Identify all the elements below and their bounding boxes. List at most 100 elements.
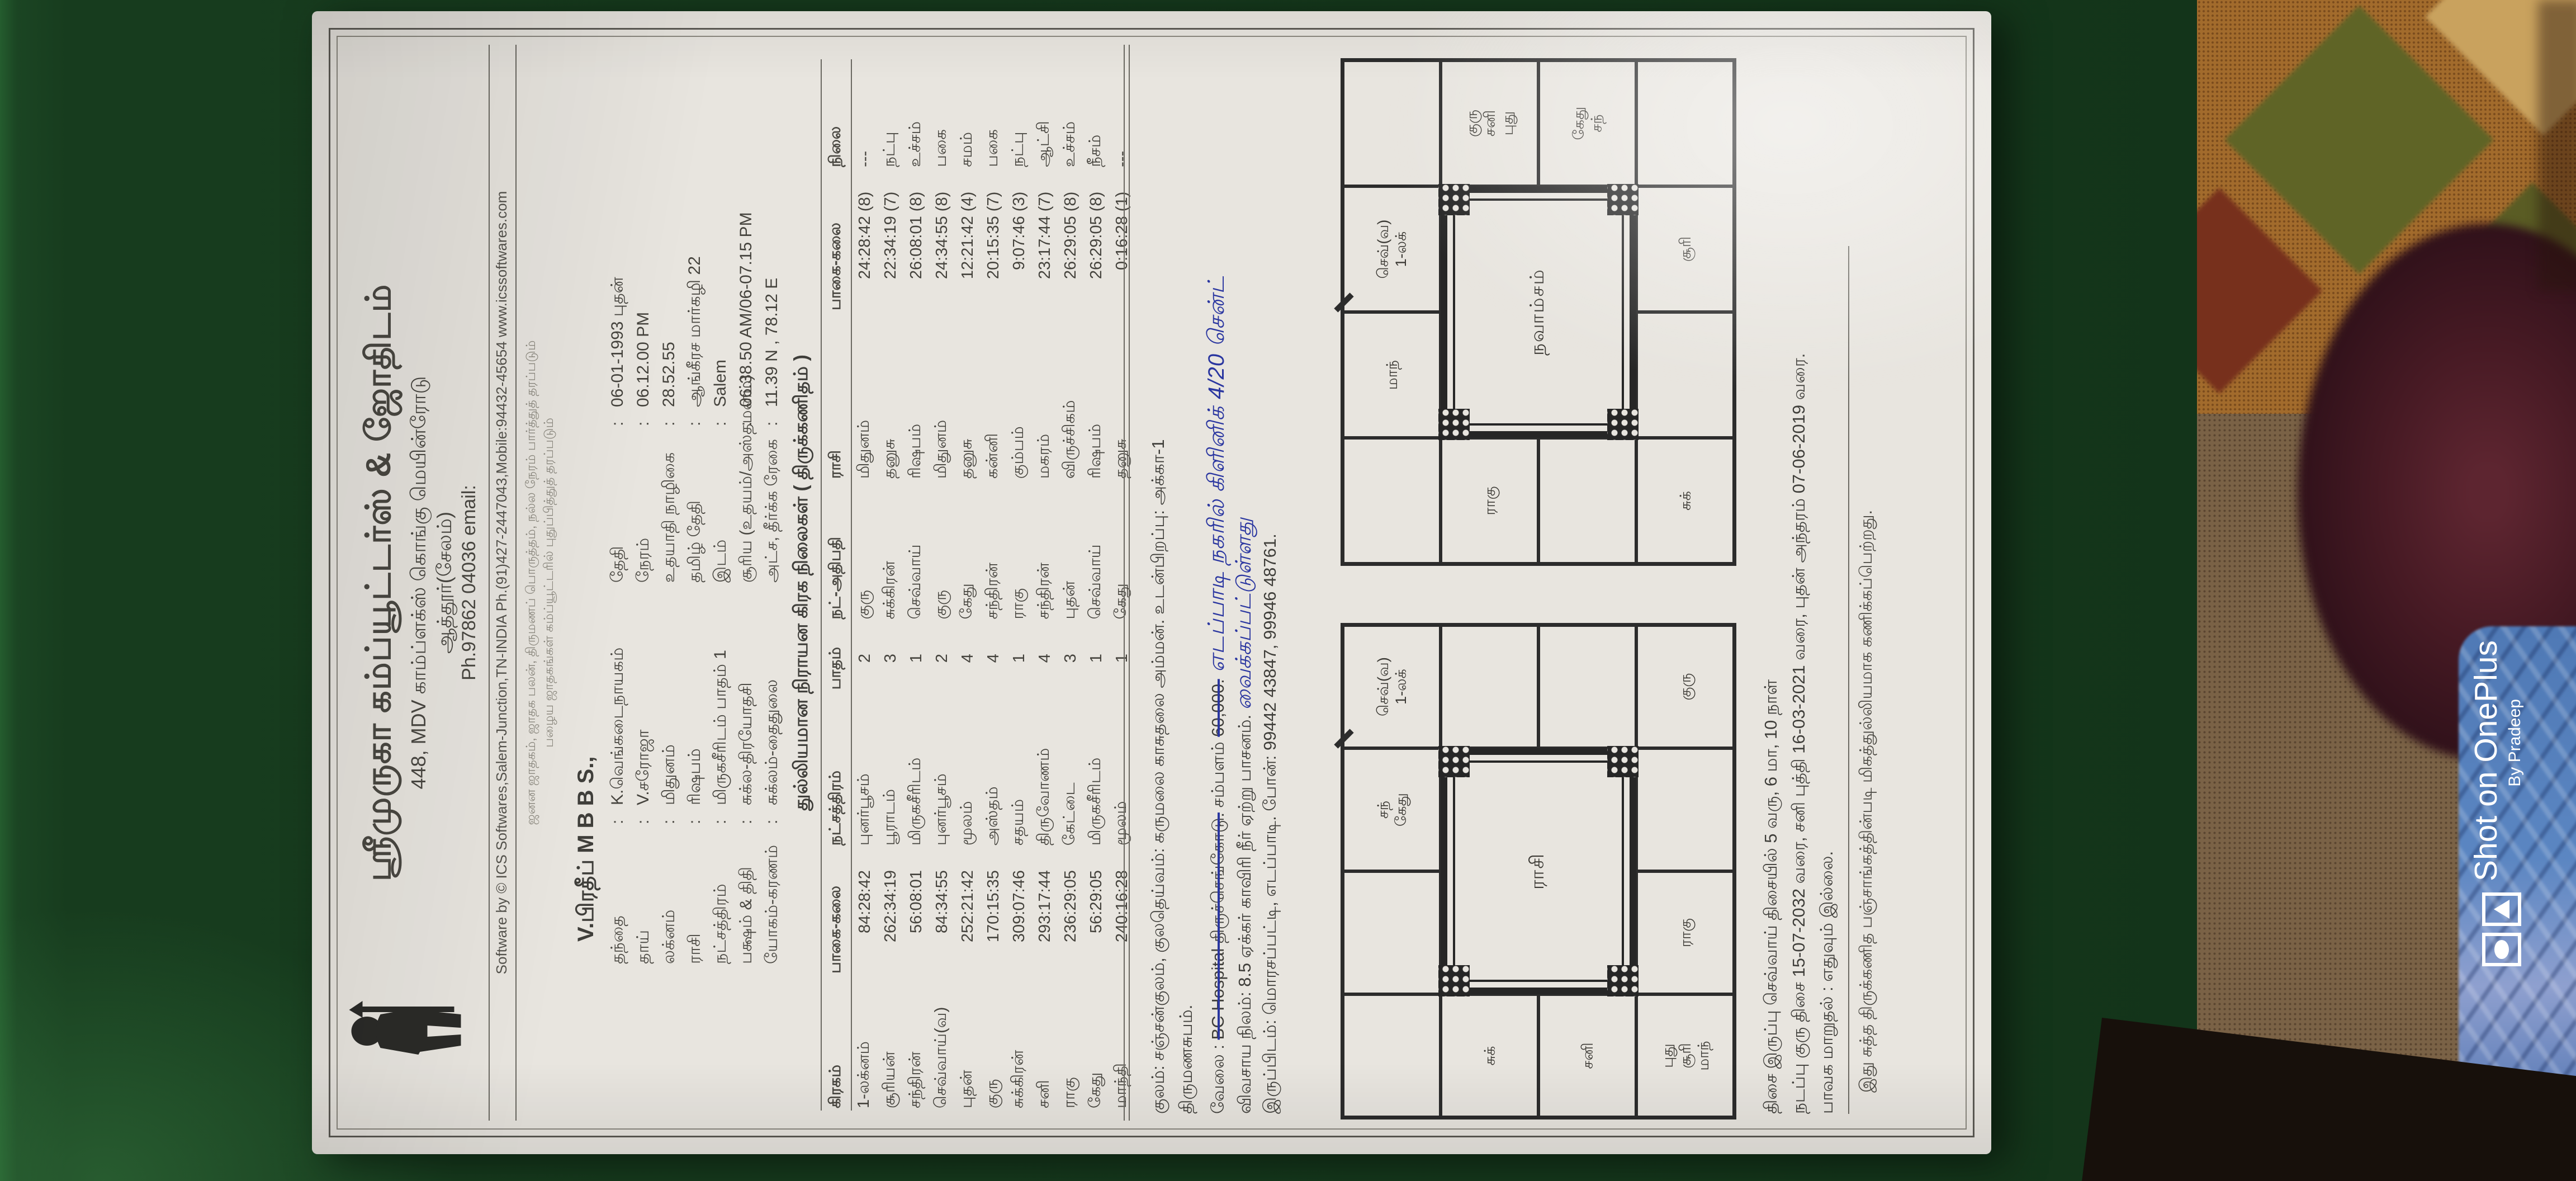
chart-planet-label: மாந் <box>1694 1041 1712 1071</box>
planet-table-cell: சூரியன் <box>880 1051 898 1108</box>
detail-label: பக்ஷம் & திதி <box>737 867 755 964</box>
detail-colon: : <box>634 421 652 426</box>
navamsa-chart: நவாம்சம் மாந் செவ்(வ) 1-லக் ராகு குரு சனி புது… <box>1341 58 1736 566</box>
kolam-knot-icon <box>1607 965 1639 996</box>
chart-planet-label: செவ்(வ) <box>1374 219 1391 279</box>
planet-table-row: மாந்தி 240:16:28 மூலம் 1 கேது தனுசு 0:16:28 (1… <box>1109 59 1135 1111</box>
detail-label: ராசி <box>685 933 704 964</box>
detail-colon: : <box>763 421 781 426</box>
horoscope-paper: ஸ்ரீமுருகா கம்ப்யூட்டர்ஸ் & ஜோதிடம் 448,… <box>312 11 1991 1154</box>
family-info-line: இருப்பிடம்: மொரசப்பட்டி, எடப்பாடி. போன்:… <box>1260 533 1282 1114</box>
circle-badge-icon <box>2482 933 2521 966</box>
planet-table-cell: கன்னி <box>983 433 1001 479</box>
detail-colon: : <box>711 819 730 824</box>
chart-planet-label: செவ்(வ) <box>1374 657 1391 716</box>
chart-planet-label: குரு <box>1463 110 1480 137</box>
chart-planet-label: சுக் <box>1481 1046 1498 1066</box>
planet-table-cell: கேது <box>958 583 976 620</box>
planet-table-cell: 4 <box>984 654 1002 663</box>
detail-colon: : <box>685 421 704 426</box>
chart-planet-label: ராகு <box>1481 486 1498 516</box>
planet-table-row: சனி 293:17:44 திருவோணம் 4 சந்திரன் மகரம் 23:17… <box>1032 59 1058 1111</box>
chart-cell: குரு சனி புது <box>1441 60 1538 186</box>
chart-cell: சனி <box>1538 994 1636 1117</box>
planet-table-cell: செவ்வாய் <box>906 544 924 620</box>
planet-table-cell: 236:29:05 <box>1061 870 1079 943</box>
detail-colon: : <box>685 819 704 824</box>
detail-value: ஆங்கீரச மார்கழி 22 <box>685 256 704 407</box>
chart-planet-label: புது <box>1659 1043 1676 1068</box>
detail-value: K.வெங்கடைநாயகம் <box>608 647 627 805</box>
planet-table-cell: --- <box>855 150 874 167</box>
planet-table-row: சுக்கிரன் 309:07:46 சதயம் 1 ராகு கும்பம் 9:07:… <box>1006 59 1032 1111</box>
planet-table-column-header: பாகை-கலை <box>821 848 851 991</box>
chart-cell: ராகு <box>1636 871 1734 994</box>
shop-address-line1: 448, MDV காம்ப்ளக்ஸ் கொங்கு மெயின்ரோடு <box>407 376 430 790</box>
planet-table-cell: 2 <box>932 654 951 663</box>
chart-cell <box>1636 60 1734 186</box>
planet-table-row: சூரியன் 262:34:19 பூராடம் 3 சுக்கிரன் தனுசு 22… <box>878 59 903 1111</box>
planet-table-column-header: நட்சத்திரம் <box>821 695 851 848</box>
planet-table-cell: பகை <box>932 129 950 167</box>
struck-text: BC Hospital திருச்செங்கோடு. <box>1208 812 1228 1040</box>
detail-colon: : <box>763 819 781 824</box>
planet-table-header: கிரகம் பாகை-கலை நட்சத்திரம் பாதம் நட்-அதிபதி… <box>821 59 851 1111</box>
detail-value: 11.39 N , 78.12 E <box>763 277 781 407</box>
kolam-knot-icon <box>1607 746 1639 777</box>
detail-colon: : <box>660 421 678 426</box>
chart-planet-label: மாந் <box>1383 360 1400 390</box>
detail-label: தேதி <box>608 546 627 583</box>
bhava-change-line: பாவக மாறுதல் : எதுவும் இல்லை. <box>1817 851 1836 1114</box>
planet-table-cell: 1 <box>1010 654 1028 663</box>
planet-table-cell: புதன் <box>1060 580 1078 620</box>
detail-value: 06-01-1993 புதன் <box>608 277 627 407</box>
detail-colon: : <box>737 819 755 824</box>
planet-table-cell: மிருகசீரிடம் <box>906 757 924 846</box>
planet-table-cell: சதயம் <box>1009 799 1027 846</box>
services-note-1: ஜனன ஜாதகம், ஜாதக பலன், திருமணப் பொருத்தம… <box>523 340 538 825</box>
planet-table-cell: பூராடம் <box>880 789 898 846</box>
kolam-knot-icon <box>1438 409 1470 440</box>
planet-table-cell: 4 <box>958 654 977 663</box>
planet-table-cell: மிதுனம் <box>855 419 873 479</box>
planet-table-title: துல்லியமான நிராயன கிரக நிலைகள் ( திருக்க… <box>790 355 812 811</box>
blue-patterned-cloth <box>2459 626 2576 1141</box>
detail-label: இடம் <box>711 539 730 583</box>
chart-planet-label: கேது <box>1392 793 1409 826</box>
printed-text: வேலை : <box>1208 1040 1228 1114</box>
planet-table-cell: 26:29:05 (8) <box>1061 191 1079 280</box>
planet-table-row: கேது 56:29:05 மிருகசீரிடம் 1 செவ்வாய் ரிஷபம் 2… <box>1083 59 1109 1111</box>
planet-table-cell: உச்சம் <box>1060 121 1078 167</box>
horoscope-document: ஸ்ரீமுருகா கம்ப்யூட்டர்ஸ் & ஜோதிடம் 448,… <box>312 11 1991 1154</box>
planet-table-cell: குரு <box>932 590 950 620</box>
chart-cell: கேது சந் <box>1538 60 1636 186</box>
software-credit-line: Software by © ICS Softwares,Salem-Juncti… <box>493 191 510 975</box>
planet-table-cell: அஸ்தம் <box>983 786 1001 846</box>
planet-table-cell: சுக்கிரன் <box>880 561 898 620</box>
camera-watermark: Shot on OnePlus By Pradeep <box>2468 640 2530 881</box>
kolam-knot-icon <box>1607 184 1639 215</box>
detail-colon: : <box>737 421 755 426</box>
planet-table-cell: மிருகசீரிடம் <box>1086 757 1104 846</box>
deity-logo <box>349 1001 461 1055</box>
chart-planet-label: சுக் <box>1677 491 1694 511</box>
chart-cell <box>1343 994 1441 1117</box>
shop-phone: Ph.97862 04036 email: <box>458 485 480 681</box>
planet-table-row: சந்திரன் 56:08:01 மிருகசீரிடம் 1 செவ்வாய் ரிஷ… <box>903 59 929 1111</box>
detail-value: V.சரோஜா <box>634 729 652 805</box>
detail-label: யோகம்-கரணம் <box>763 844 781 964</box>
detail-label: நேரம் <box>634 537 652 583</box>
planet-table-column-header: ராசி <box>821 343 851 481</box>
detail-value: Salem <box>711 359 730 407</box>
planet-table-cell: 1 <box>907 654 925 663</box>
planet-table-cell: மூலம் <box>958 801 976 846</box>
planet-table-row: புதன் 252:21:42 மூலம் 4 கேது தனுசு 12:21:42 (4… <box>955 59 981 1111</box>
planet-table-cell: புனர்பூசம் <box>855 773 873 846</box>
watermark-byline-text: By Pradeep <box>2506 699 2524 787</box>
planet-table-cell: 1-லக்னம் <box>855 1041 873 1108</box>
kolam-knot-icon <box>1438 965 1470 996</box>
planet-table-cell: ராகு <box>1009 588 1027 620</box>
planet-table-cell: ரிஷபம் <box>1086 423 1104 479</box>
planet-table-cell: நட்பு <box>880 131 898 167</box>
